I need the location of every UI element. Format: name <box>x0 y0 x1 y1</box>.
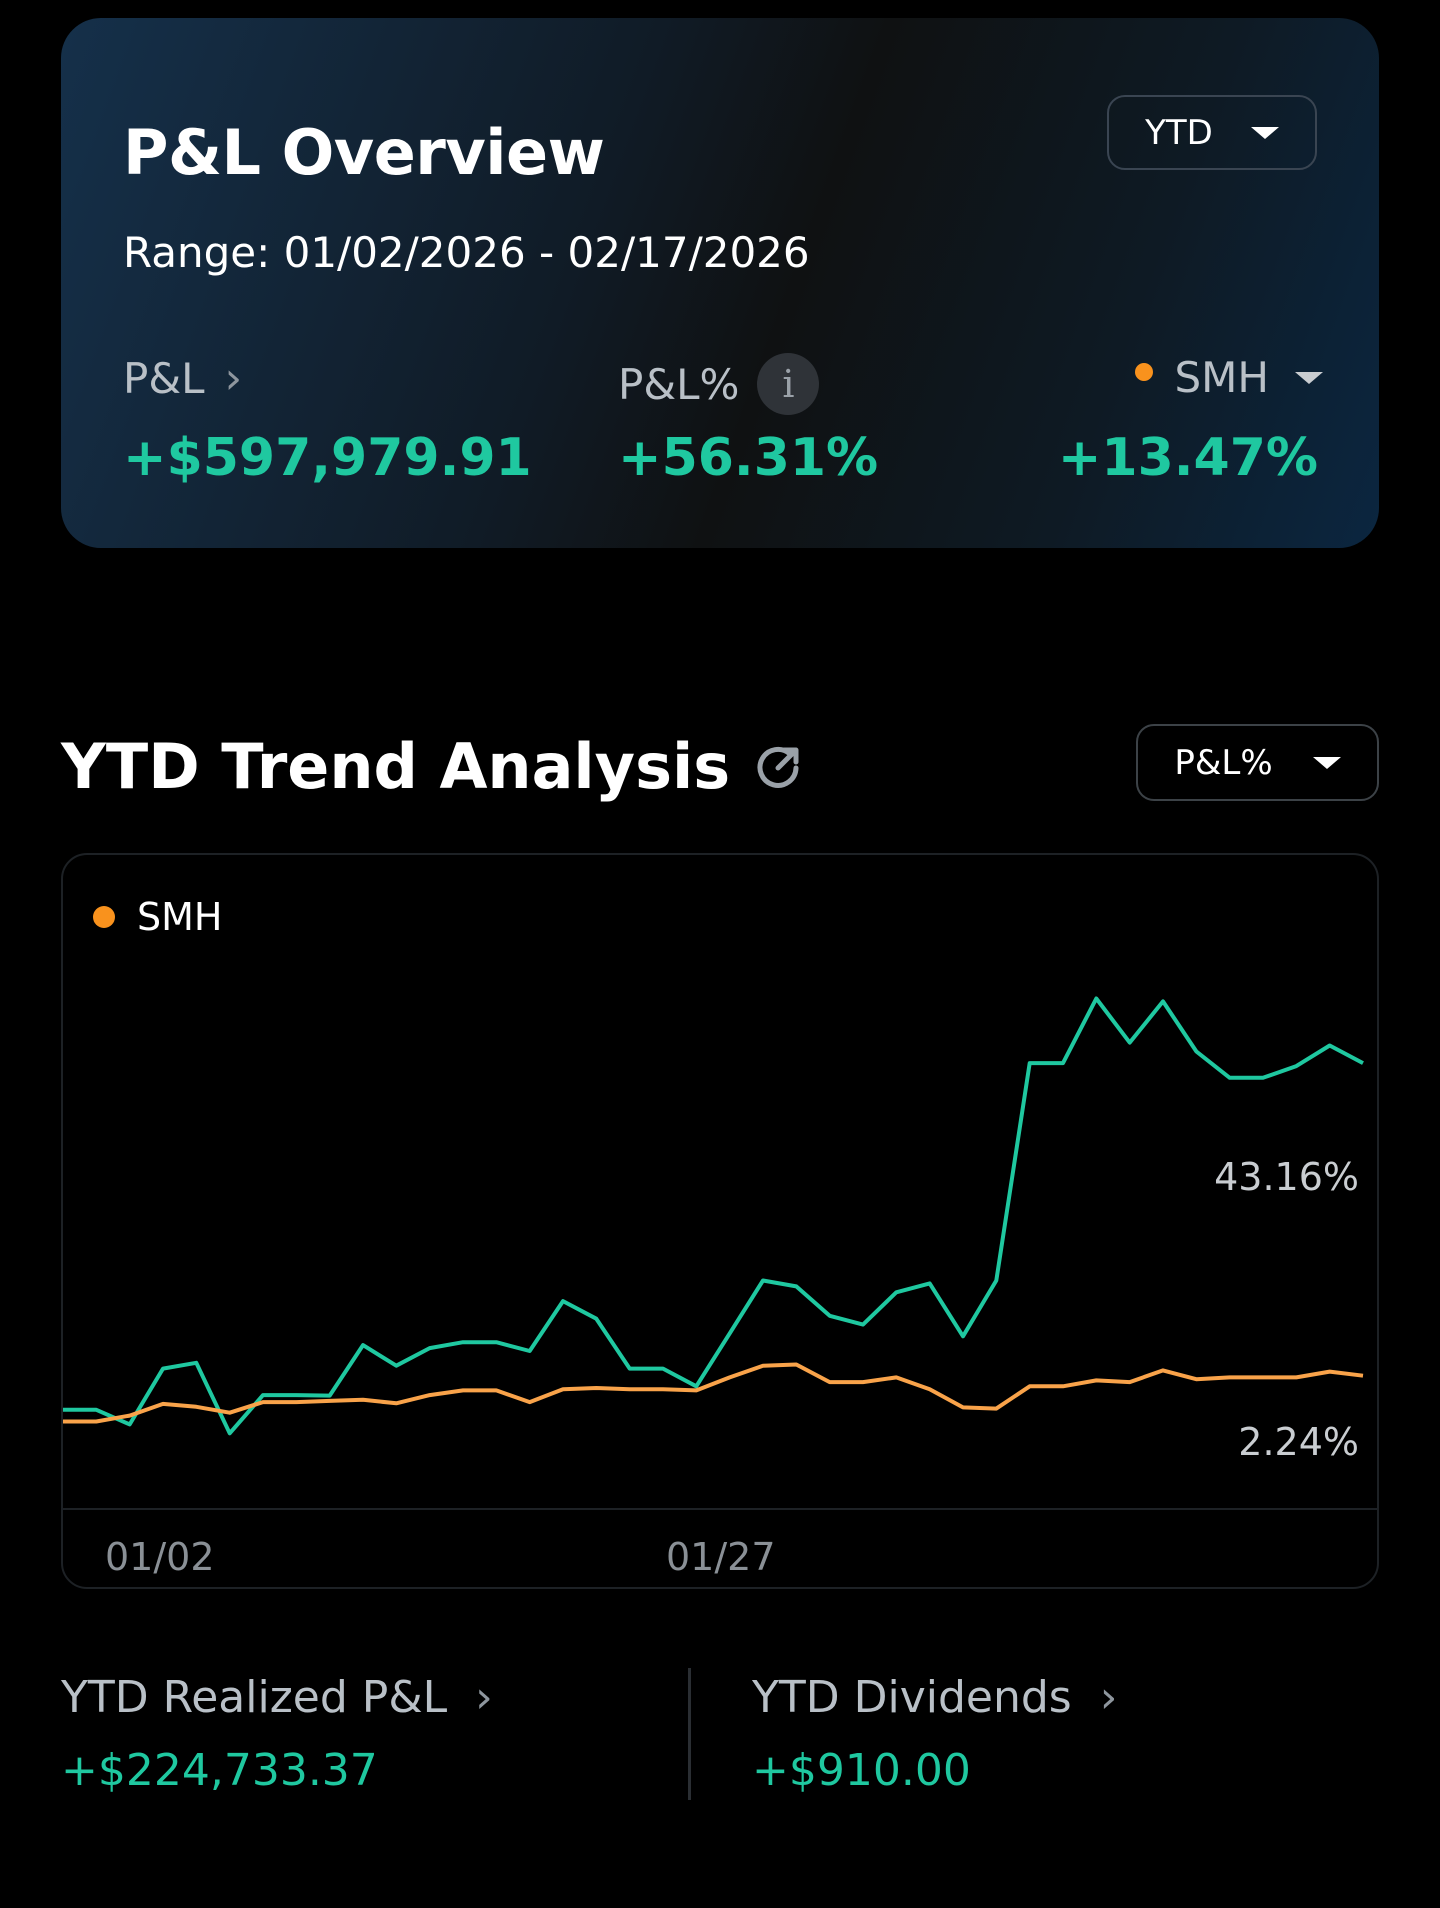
caret-down-icon <box>1295 371 1323 384</box>
pl-label-link[interactable]: P&L › <box>123 353 242 404</box>
pl-value: +$597,979.91 <box>123 428 532 488</box>
benchmark-value: +13.47% <box>1057 428 1318 488</box>
x-axis-line <box>63 1508 1377 1510</box>
trend-section-title: YTD Trend Analysis <box>61 730 804 803</box>
chart-plot <box>63 996 1364 1436</box>
plpct-label: P&L% <box>618 359 740 409</box>
caret-down-icon <box>1250 126 1279 139</box>
divider <box>688 1668 691 1800</box>
dividends-value: +$910.00 <box>752 1745 971 1796</box>
realized-pl-label: YTD Realized P&L <box>61 1672 448 1723</box>
portfolio-end-label: 43.16% <box>1214 1155 1359 1199</box>
metric-dropdown[interactable]: P&L% <box>1136 724 1379 801</box>
x-tick-label: 01/02 <box>105 1535 215 1579</box>
realized-pl-value: +$224,733.37 <box>61 1745 378 1796</box>
trend-title: YTD Trend Analysis <box>61 730 731 803</box>
benchmark-line <box>63 1362 1364 1424</box>
date-range: Range: 01/02/2026 - 02/17/2026 <box>123 228 810 277</box>
chevron-right-icon: › <box>224 353 243 404</box>
card-title: P&L Overview <box>123 116 605 189</box>
pl-overview-card: P&L Overview Range: 01/02/2026 - 02/17/2… <box>61 18 1379 548</box>
benchmark-end-label: 2.24% <box>1238 1420 1359 1464</box>
dividends-link[interactable]: YTD Dividends › <box>752 1672 1117 1723</box>
plpct-label-group: P&L% i <box>618 353 820 415</box>
x-tick-label: 01/27 <box>666 1535 776 1579</box>
share-icon[interactable] <box>754 742 804 792</box>
chevron-right-icon: › <box>475 1672 493 1723</box>
trend-chart[interactable]: SMH 43.16% 2.24% 01/02 01/27 <box>61 853 1379 1589</box>
benchmark-dot-icon <box>1134 362 1153 381</box>
benchmark-selector[interactable]: SMH <box>1134 353 1323 402</box>
dividends-label: YTD Dividends <box>752 1672 1072 1723</box>
pl-label: P&L <box>123 354 205 403</box>
plpct-value: +56.31% <box>618 428 879 488</box>
caret-down-icon <box>1312 756 1341 769</box>
realized-pl-link[interactable]: YTD Realized P&L › <box>61 1672 493 1723</box>
portfolio-line <box>63 996 1364 1436</box>
legend-dot-icon <box>93 906 115 928</box>
benchmark-label: SMH <box>1174 353 1269 402</box>
info-icon[interactable]: i <box>757 353 820 415</box>
chevron-right-icon: › <box>1099 1672 1118 1723</box>
period-dropdown[interactable]: YTD <box>1107 95 1317 170</box>
legend-label: SMH <box>137 895 223 939</box>
period-dropdown-label: YTD <box>1145 112 1213 153</box>
metric-dropdown-label: P&L% <box>1174 742 1273 783</box>
chart-legend: SMH <box>93 895 222 939</box>
